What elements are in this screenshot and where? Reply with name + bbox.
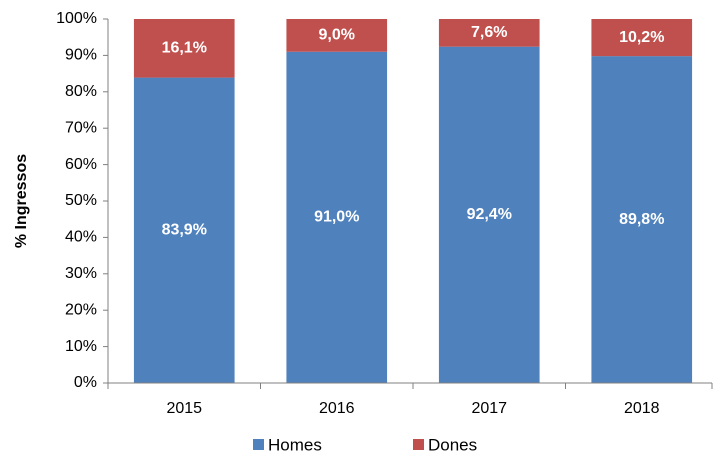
data-label: 91,0% [314,209,359,226]
y-tick-label: 20% [65,301,97,318]
y-tick-label: 100% [56,10,97,27]
x-tick-label: 2015 [166,400,202,417]
x-tick-label: 2017 [471,400,507,417]
y-tick-label: 50% [65,192,97,209]
legend-swatch [413,439,424,450]
data-label: 9,0% [319,27,355,44]
y-tick-label: 80% [65,83,97,100]
bar-segment [438,46,540,383]
y-tick-label: 0% [74,374,97,391]
bar-segment [133,77,235,383]
bar-segment [591,19,693,57]
bar-segment [591,56,693,384]
bar-segment [133,19,235,78]
legend-label: Homes [268,435,322,454]
legend-label: Dones [428,435,477,454]
y-tick-label: 30% [65,265,97,282]
data-label: 16,1% [162,40,207,57]
bar-segment [438,19,540,47]
y-tick-label: 90% [65,47,97,64]
y-tick-label: 40% [65,229,97,246]
y-tick-label: 70% [65,119,97,136]
y-tick-label: 60% [65,156,97,173]
y-axis-label: % Ingressos [13,154,30,248]
data-label: 83,9% [162,222,207,239]
data-label: 10,2% [619,29,664,46]
data-label: 89,8% [619,211,664,228]
x-tick-label: 2016 [319,400,355,417]
bar-segment [286,51,388,383]
y-tick-label: 10% [65,338,97,355]
legend-swatch [253,439,264,450]
data-label: 92,4% [467,206,512,223]
x-tick-label: 2018 [624,400,660,417]
data-label: 7,6% [471,24,507,41]
bar-segment [286,19,388,52]
